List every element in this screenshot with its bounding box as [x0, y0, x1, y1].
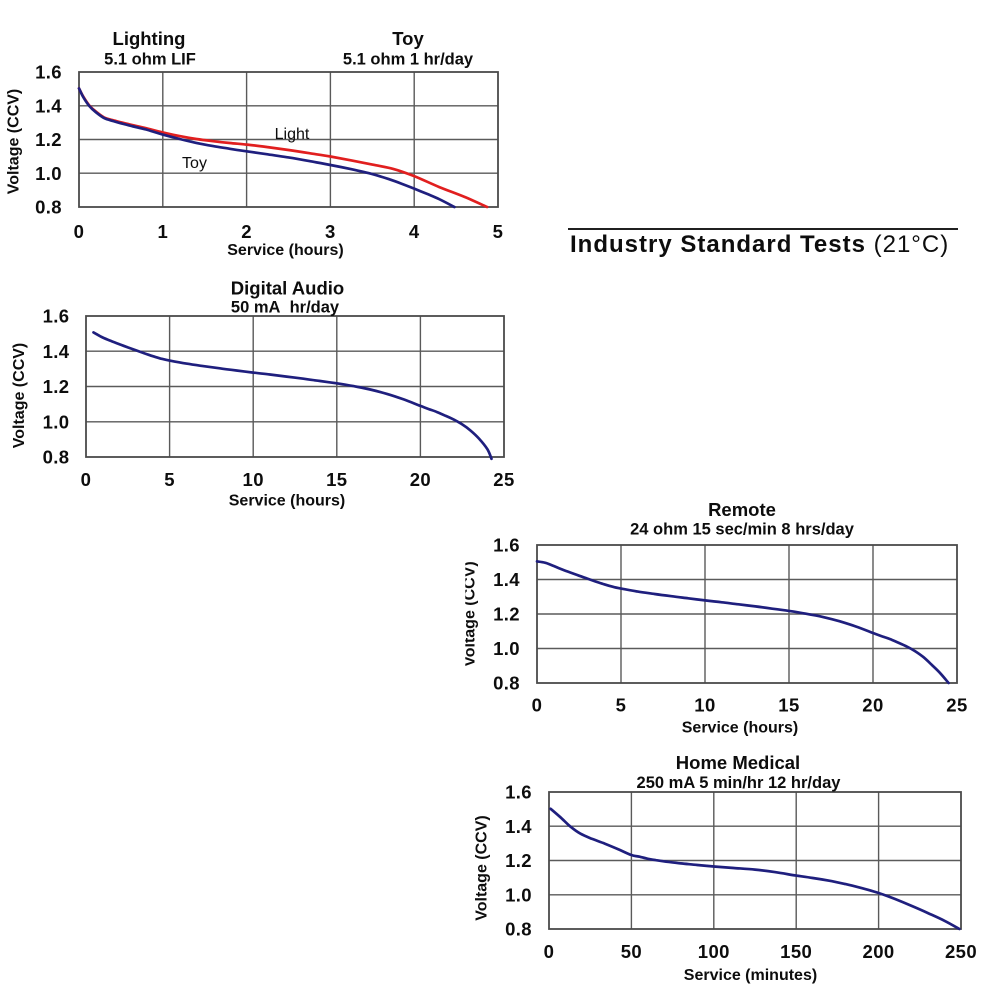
- svg-text:1.0: 1.0: [35, 163, 62, 184]
- svg-text:Voltage (CCV): Voltage (CCV): [11, 343, 28, 448]
- svg-text:1.2: 1.2: [35, 129, 62, 150]
- svg-text:150: 150: [780, 941, 812, 962]
- svg-text:1.2: 1.2: [493, 604, 520, 625]
- svg-text:Toy: Toy: [182, 155, 207, 172]
- svg-text:1.4: 1.4: [505, 816, 532, 837]
- svg-text:1.4: 1.4: [493, 569, 520, 590]
- svg-text:Service (hours): Service (hours): [227, 242, 343, 259]
- svg-text:1.6: 1.6: [493, 535, 520, 556]
- svg-text:Toy: Toy: [392, 28, 424, 49]
- svg-text:25: 25: [946, 695, 967, 716]
- svg-text:25: 25: [493, 469, 514, 490]
- svg-text:Industry Standard Tests (21°C): Industry Standard Tests (21°C): [570, 231, 949, 258]
- svg-text:0.8: 0.8: [505, 919, 532, 940]
- svg-text:5.1 ohm 1 hr/day: 5.1 ohm 1 hr/day: [343, 51, 474, 69]
- svg-text:0.8: 0.8: [35, 197, 62, 218]
- svg-text:1.2: 1.2: [505, 850, 532, 871]
- svg-text:20: 20: [862, 695, 883, 716]
- svg-text:15: 15: [326, 469, 347, 490]
- svg-text:Service (hours): Service (hours): [682, 720, 798, 737]
- svg-text:100: 100: [698, 941, 730, 962]
- svg-text:Service (minutes): Service (minutes): [684, 967, 817, 984]
- svg-text:Service (hours): Service (hours): [229, 493, 345, 510]
- svg-text:Voltage (CCV): Voltage (CCV): [474, 815, 491, 920]
- svg-text:1.0: 1.0: [43, 411, 70, 432]
- svg-text:1.4: 1.4: [35, 96, 62, 117]
- svg-text:1.2: 1.2: [43, 376, 70, 397]
- svg-text:1.0: 1.0: [505, 885, 532, 906]
- svg-text:5: 5: [616, 695, 627, 716]
- svg-text:24 ohm 15 sec/min 8 hrs/day: 24 ohm 15 sec/min 8 hrs/day: [630, 521, 855, 539]
- svg-text:250 mA 5 min/hr 12 hr/day: 250 mA 5 min/hr 12 hr/day: [637, 774, 842, 792]
- svg-text:4: 4: [409, 221, 420, 242]
- svg-text:1.0: 1.0: [493, 638, 520, 659]
- svg-text:50: 50: [621, 941, 642, 962]
- svg-text:Remote: Remote: [708, 499, 776, 520]
- svg-text:5.1 ohm LIF: 5.1 ohm LIF: [104, 51, 196, 69]
- svg-text:10: 10: [243, 469, 264, 490]
- svg-text:200: 200: [863, 941, 895, 962]
- svg-text:1.6: 1.6: [505, 782, 532, 803]
- svg-text:0: 0: [74, 221, 85, 242]
- svg-text:2: 2: [241, 221, 252, 242]
- svg-text:1.6: 1.6: [43, 306, 70, 327]
- svg-text:3: 3: [325, 221, 336, 242]
- svg-text:0.8: 0.8: [493, 673, 520, 694]
- svg-text:Home Medical: Home Medical: [676, 752, 800, 773]
- svg-text:0.8: 0.8: [43, 447, 70, 468]
- svg-text:15: 15: [778, 695, 799, 716]
- svg-text:Voltage (CCV): Voltage (CCV): [462, 561, 479, 666]
- svg-text:50 mA hr/day: 50 mA hr/day: [231, 299, 340, 317]
- svg-text:20: 20: [410, 469, 431, 490]
- svg-text:1: 1: [157, 221, 168, 242]
- svg-text:250: 250: [945, 941, 977, 962]
- svg-text:Lighting: Lighting: [113, 28, 186, 49]
- svg-text:10: 10: [694, 695, 715, 716]
- svg-text:0: 0: [532, 695, 543, 716]
- svg-text:0: 0: [544, 941, 555, 962]
- svg-text:Light: Light: [275, 126, 310, 143]
- svg-text:5: 5: [164, 469, 175, 490]
- svg-text:5: 5: [493, 221, 504, 242]
- svg-text:Voltage (CCV): Voltage (CCV): [6, 89, 23, 194]
- svg-text:Digital Audio: Digital Audio: [231, 278, 344, 299]
- svg-text:1.4: 1.4: [43, 341, 70, 362]
- svg-text:1.6: 1.6: [35, 62, 62, 83]
- svg-text:0: 0: [81, 469, 92, 490]
